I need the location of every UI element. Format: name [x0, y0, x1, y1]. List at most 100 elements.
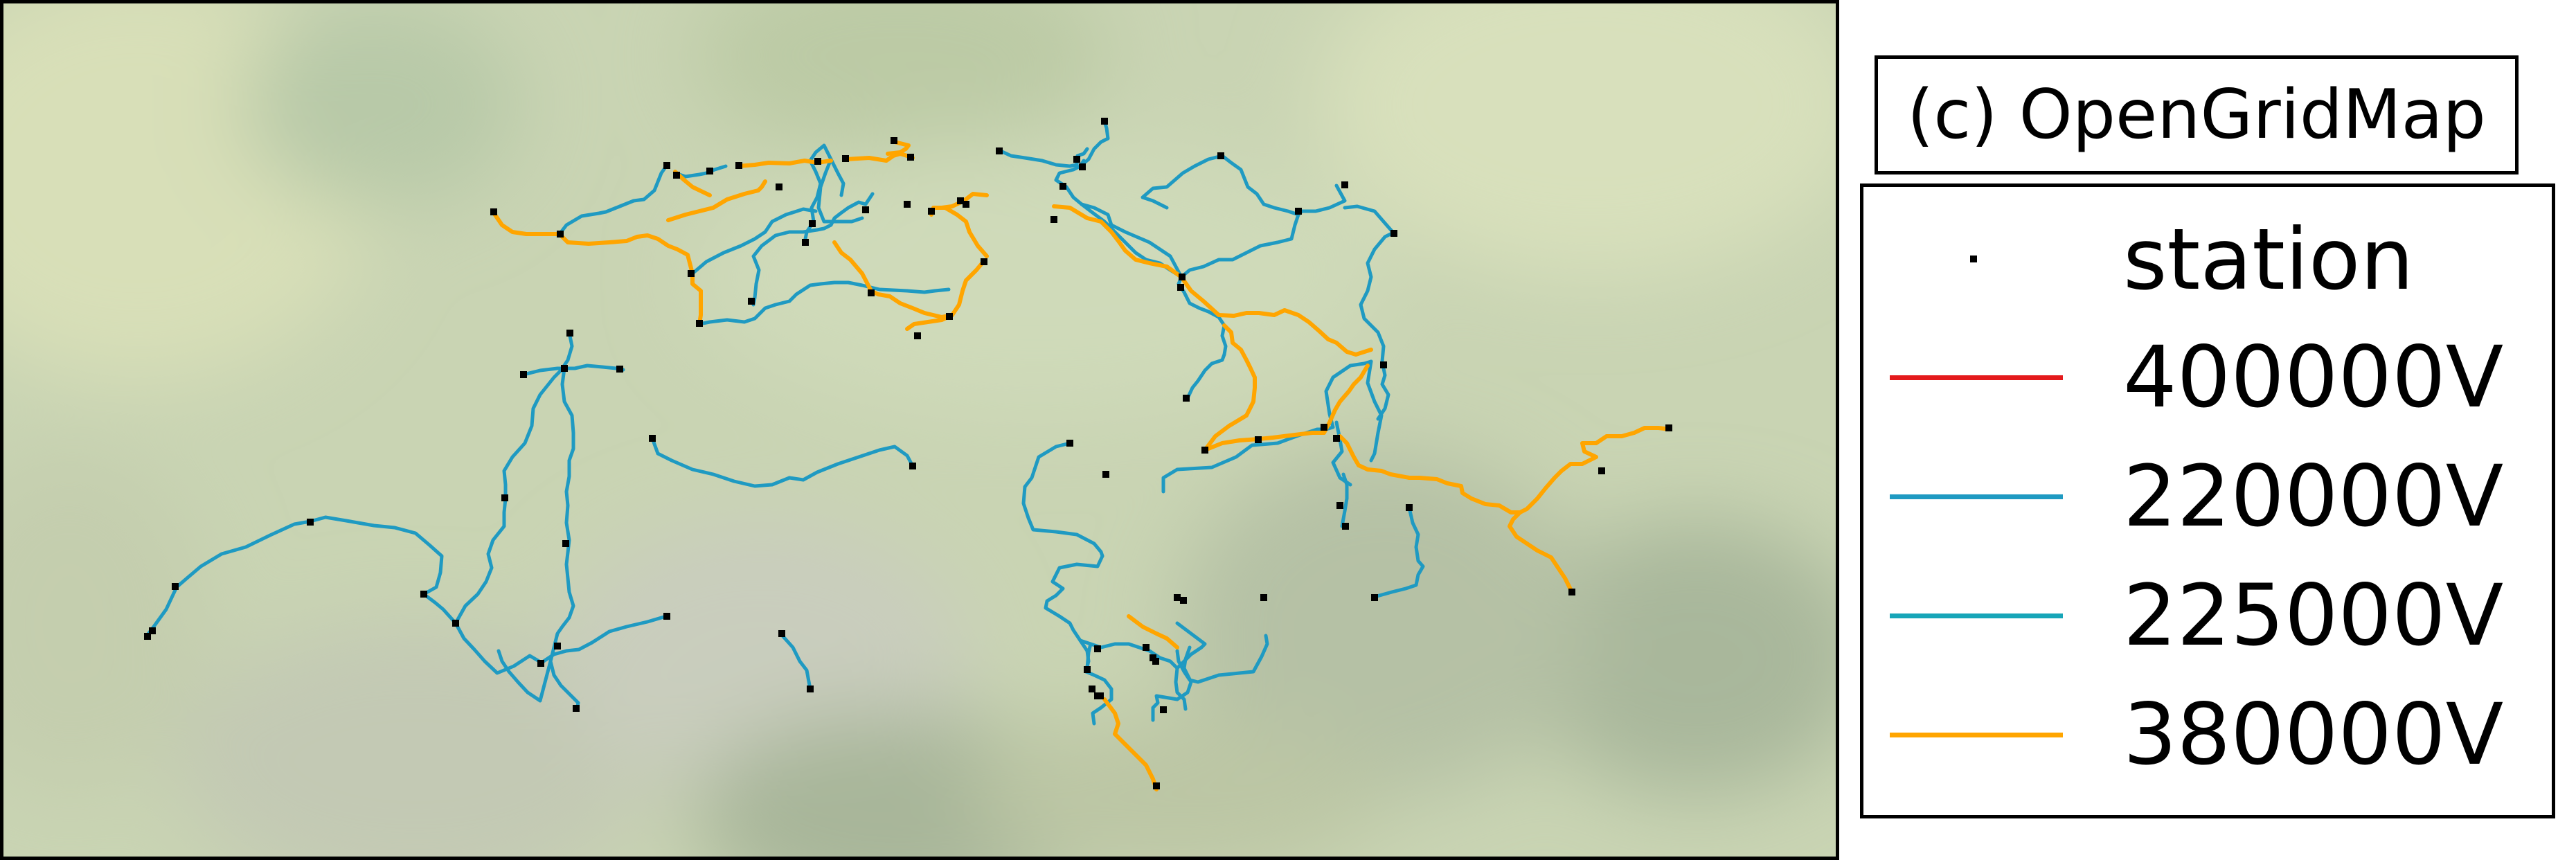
- line-220000v: [1085, 642, 1093, 670]
- station: [748, 298, 755, 305]
- station: [1371, 594, 1378, 601]
- station: [802, 239, 809, 246]
- map-frame: [0, 0, 1839, 860]
- station: [1665, 424, 1672, 431]
- legend-label-400000v: 400000V: [2123, 328, 2504, 427]
- station: [1079, 163, 1086, 170]
- station: [1094, 645, 1101, 652]
- station: [1152, 658, 1159, 665]
- station-marker-icon: [1970, 256, 1977, 262]
- line-220000v: [673, 164, 728, 179]
- station: [776, 183, 782, 190]
- station: [144, 633, 151, 640]
- line-380000v: [666, 179, 767, 222]
- station: [573, 705, 580, 712]
- station: [1217, 152, 1224, 159]
- station: [868, 289, 875, 296]
- legend-symbol-380000v: [1890, 676, 2063, 794]
- line-220000v: [1151, 645, 1193, 722]
- station: [1183, 395, 1190, 402]
- line-220000v: [650, 436, 915, 488]
- legend-item-220000v: 220000V: [1863, 438, 2552, 555]
- station: [490, 208, 497, 215]
- station: [963, 201, 969, 208]
- station: [520, 371, 527, 378]
- station: [1153, 782, 1160, 789]
- station: [1073, 156, 1080, 163]
- station: [1180, 597, 1187, 604]
- line-380000v: [1518, 426, 1672, 514]
- line-220000v: [1080, 202, 1183, 279]
- station: [554, 643, 561, 650]
- stations: [144, 118, 1672, 789]
- station: [1084, 666, 1091, 673]
- station: [1174, 594, 1181, 601]
- station: [1380, 361, 1387, 368]
- station: [1143, 644, 1150, 651]
- station: [649, 435, 656, 442]
- legend-symbol-400000v: [1890, 319, 2063, 436]
- line-220000v: [1179, 183, 1347, 279]
- station: [1333, 435, 1340, 442]
- line-220000v: [1161, 359, 1373, 494]
- legend-item-station: station: [1863, 201, 2552, 319]
- station: [1059, 183, 1066, 190]
- line-220000v: [779, 632, 812, 691]
- station: [862, 206, 869, 213]
- station: [1094, 692, 1101, 699]
- line-380000v: [1322, 364, 1370, 435]
- station: [842, 155, 849, 162]
- station: [172, 583, 179, 590]
- line-220000v: [1220, 154, 1300, 217]
- station: [1406, 504, 1413, 511]
- legend-label-220000v: 220000V: [2123, 447, 2504, 546]
- line-380000v: [491, 210, 562, 236]
- station: [1598, 467, 1605, 474]
- station: [706, 168, 713, 174]
- station: [914, 332, 921, 339]
- station: [562, 540, 569, 547]
- station: [807, 686, 814, 692]
- line-220000v: [1141, 154, 1224, 210]
- line-380000v: [1127, 614, 1179, 650]
- station: [688, 270, 695, 277]
- legend-symbol-225000v: [1890, 557, 2063, 674]
- legend-area: (c) OpenGridMap station 400000V 220000V …: [1839, 0, 2576, 860]
- station: [909, 463, 916, 469]
- line-220000v: [497, 649, 553, 703]
- line-380000v: [1508, 510, 1574, 594]
- station: [1341, 181, 1348, 188]
- station: [420, 591, 427, 598]
- station: [1255, 436, 1262, 443]
- line-220000v: [999, 147, 1089, 168]
- station: [1336, 502, 1343, 509]
- station: [1050, 216, 1057, 223]
- legend-symbol-220000v: [1890, 438, 2063, 555]
- station: [149, 627, 156, 634]
- station: [557, 231, 564, 238]
- station: [904, 201, 911, 208]
- station: [1089, 686, 1095, 692]
- grid-map[interactable]: [0, 0, 1839, 860]
- attribution-box: (c) OpenGridMap: [1875, 55, 2519, 174]
- legend-item-380000v: 380000V: [1863, 676, 2552, 794]
- station: [616, 366, 623, 373]
- station: [1260, 594, 1267, 601]
- map-panel[interactable]: [0, 0, 1839, 860]
- station: [809, 220, 816, 227]
- line-220000v: [1186, 352, 1226, 400]
- station: [501, 494, 508, 501]
- station: [1177, 284, 1184, 291]
- line-220000v: [829, 157, 846, 197]
- legend-label-380000v: 380000V: [2123, 686, 2504, 784]
- station: [1568, 589, 1575, 595]
- station: [561, 365, 568, 372]
- station: [566, 330, 573, 337]
- line-380000v: [1203, 431, 1326, 452]
- line-220000v: [751, 192, 875, 307]
- legend: station 400000V 220000V 225000V 380000V: [1860, 183, 2555, 818]
- line-380000v: [1052, 204, 1183, 279]
- station: [946, 313, 953, 320]
- station: [696, 320, 703, 327]
- station: [778, 630, 785, 637]
